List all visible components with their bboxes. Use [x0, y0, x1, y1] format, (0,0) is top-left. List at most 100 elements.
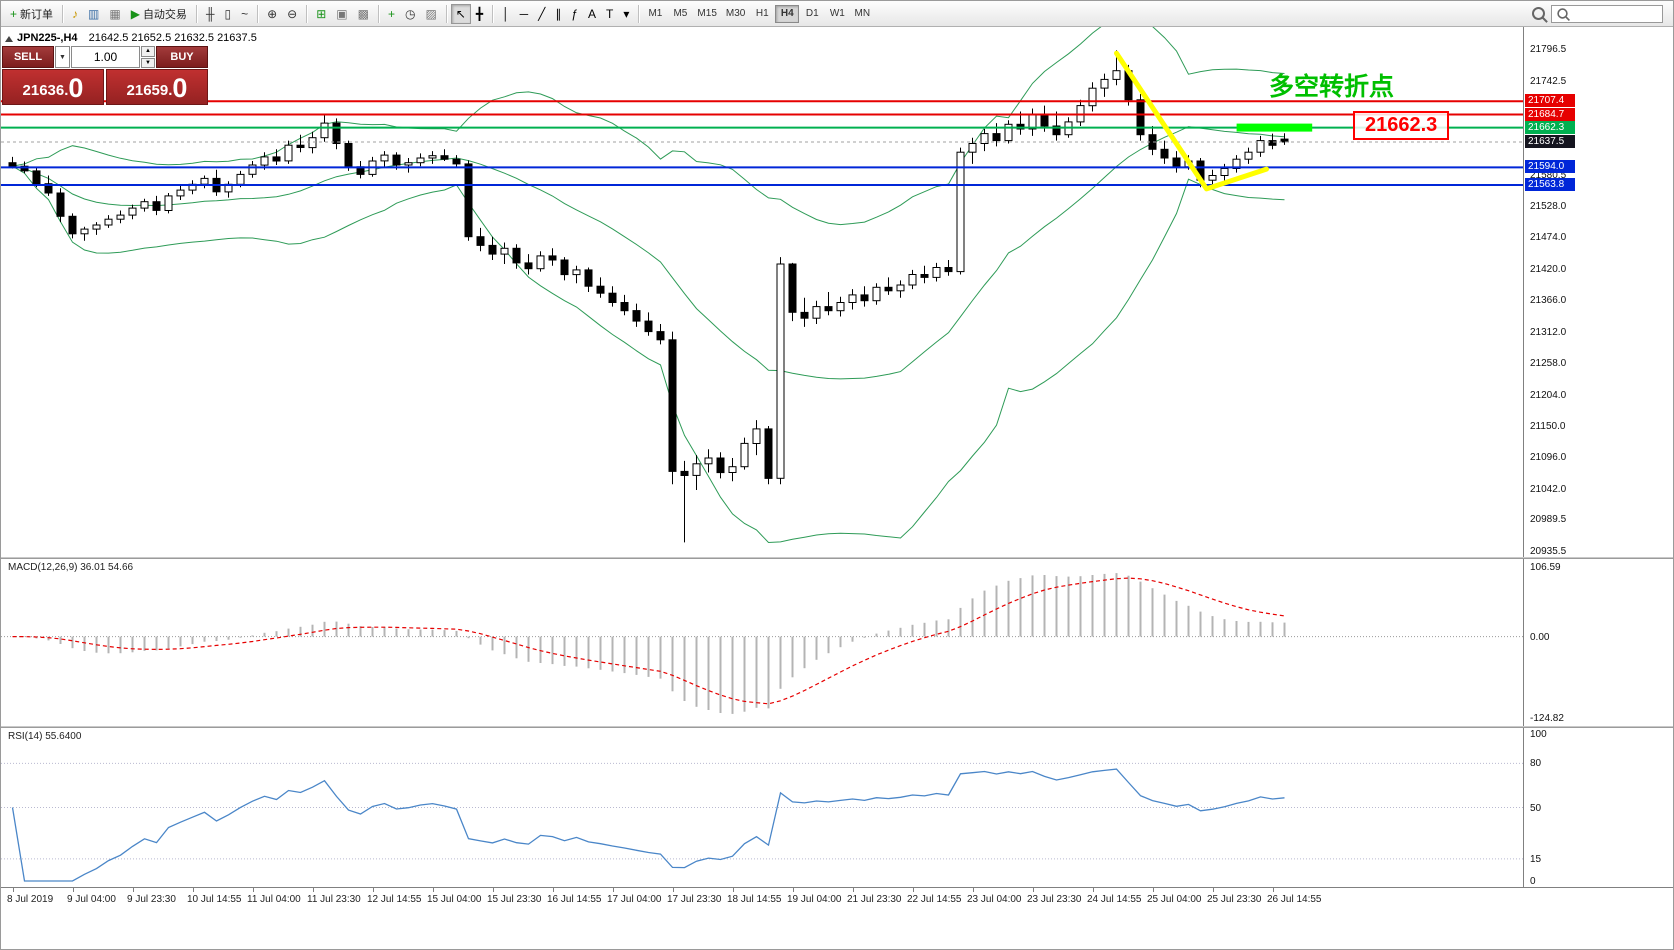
crosshair-button[interactable]: ╋ [471, 4, 488, 24]
timeframe-mn-button[interactable]: MN [850, 5, 874, 23]
main-chart-canvas[interactable] [1, 27, 1523, 557]
annotation-turning-point-text[interactable]: 多空转折点 [1269, 73, 1395, 101]
macd-histogram [23, 573, 1286, 714]
main-chart-svg[interactable] [1, 27, 1523, 557]
templates-button[interactable]: ▨ [420, 4, 441, 24]
volume-input[interactable] [71, 46, 140, 68]
rsi-label: RSI(14) 55.6400 [6, 731, 84, 742]
price-axis-label: 21258.0 [1530, 358, 1567, 370]
price-axis-label: 21366.0 [1530, 295, 1567, 307]
one-click-collapse-icon[interactable] [5, 36, 13, 42]
shapes-button[interactable]: ▾ [618, 4, 634, 24]
timeframe-d1-button[interactable]: D1 [800, 5, 824, 23]
toolbar-separator [306, 4, 308, 23]
macd-panel[interactable]: MACD(12,26,9) 36.01 54.66 106.59 0.00 -124… [1, 559, 1673, 726]
panel-splitter[interactable] [1, 557, 1673, 559]
macd-axis-label: 0.00 [1530, 631, 1550, 643]
price-axis-label: 21312.0 [1530, 326, 1567, 338]
trendline-button[interactable]: ╱ [533, 4, 550, 24]
new-order-button[interactable]: + 新订单 [5, 4, 58, 24]
navigator-button[interactable]: ▦ [104, 4, 125, 24]
zoom-out-icon: ⊖ [287, 6, 298, 21]
periods-button[interactable]: ◷ [400, 4, 420, 24]
macd-axis[interactable]: 106.59 0.00 -124.82 [1523, 559, 1673, 726]
channel-button[interactable]: ∥ [550, 4, 566, 24]
timeframe-h4-button[interactable]: H4 [775, 4, 800, 23]
macd-axis-label: -124.82 [1530, 713, 1564, 724]
data-window-button[interactable]: ▥ [83, 4, 104, 24]
buy-button[interactable]: BUY [156, 46, 208, 68]
time-axis[interactable]: 8 Jul 2019 9 Jul 04:00 9 Jul 23:30 10 Jul 1… [1, 887, 1673, 912]
price-tag-21707.4: 21707.4 [1525, 94, 1575, 108]
timeframe-w1-button[interactable]: W1 [825, 5, 849, 23]
autotrading-button-label: 自动交易 [142, 8, 187, 21]
annotation-price-box[interactable]: 21662.3 [1353, 111, 1450, 140]
candlestick-chart-button[interactable]: ▯ [219, 4, 236, 24]
rsi-axis[interactable]: 100 80 50 15 0 [1523, 728, 1673, 887]
vertical-line-icon: │ [502, 6, 510, 21]
timeframe-m15-button[interactable]: M15 [693, 5, 720, 23]
market-watch-button[interactable]: ♪ [67, 4, 83, 24]
sell-price-main: 21636. [22, 82, 69, 99]
time-axis-tick [492, 888, 494, 892]
price-tag-21684.7: 21684.7 [1525, 107, 1575, 121]
tile-windows-button[interactable]: ⊞ [311, 4, 331, 24]
price-axis-label: 21204.0 [1530, 389, 1567, 401]
rsi-canvas[interactable] [1, 728, 1523, 887]
cursor-button[interactable]: ↖ [450, 3, 471, 24]
indicators-icon: + [387, 6, 395, 21]
indicators-button[interactable]: + [383, 4, 400, 24]
timeframe-m1-button[interactable]: M1 [643, 5, 667, 23]
volume-up-button[interactable]: ▲ [141, 46, 155, 57]
price-axis-label: 21096.0 [1530, 452, 1567, 464]
vertical-line-button[interactable]: │ [497, 4, 515, 24]
arrange-windows-button[interactable]: ▣ [331, 4, 352, 24]
rsi-axis-label: 50 [1530, 802, 1542, 814]
highlight-rectangle[interactable] [1236, 123, 1313, 132]
sell-button[interactable]: SELL [2, 46, 54, 68]
line-chart-button[interactable]: ~ [236, 4, 253, 24]
text-icon: A [588, 6, 597, 21]
rsi-axis-label: 100 [1530, 729, 1547, 740]
label-button[interactable]: T [601, 4, 618, 24]
macd-canvas[interactable] [1, 559, 1523, 726]
macd-axis-label: 106.59 [1530, 562, 1561, 573]
time-axis-tick [612, 888, 614, 892]
macd-svg[interactable] [1, 559, 1523, 726]
buy-price-display[interactable]: 21659. 0 [106, 69, 208, 105]
timeframe-h1-button[interactable]: H1 [750, 5, 774, 23]
timeframe-m5-button[interactable]: M5 [668, 5, 692, 23]
toolbar-search-input[interactable] [1572, 6, 1658, 21]
time-axis-tick [12, 888, 14, 892]
market-watch-icon: ♪ [72, 6, 79, 21]
panel-splitter[interactable] [1, 726, 1673, 728]
price-tag-21594.0: 21594.0 [1525, 160, 1575, 174]
fibonacci-button[interactable]: ƒ [566, 4, 583, 24]
rsi-panel[interactable]: RSI(14) 55.6400 100 80 50 15 0 [1, 728, 1673, 887]
rsi-axis-label: 15 [1530, 853, 1542, 865]
zoom-out-button[interactable]: ⊖ [282, 4, 302, 24]
time-axis-label: 12 Jul 14:55 [367, 894, 422, 905]
horizontal-line-button[interactable]: ─ [515, 4, 534, 24]
timeframe-m30-button[interactable]: M30 [722, 5, 749, 23]
sell-price-display[interactable]: 21636. 0 [2, 69, 104, 105]
search-icon[interactable] [1532, 7, 1545, 20]
price-axis-label: 20935.5 [1530, 545, 1567, 557]
zoom-in-button[interactable]: ⊕ [262, 4, 282, 24]
trade-row-controls: SELL ▼ ▲ ▼ BUY [2, 46, 208, 68]
volume-down-button[interactable]: ▼ [141, 57, 155, 68]
time-axis-label: 15 Jul 04:00 [427, 894, 482, 905]
bar-chart-button[interactable]: ╫ [201, 4, 220, 24]
cascade-windows-button[interactable]: ▩ [353, 4, 374, 24]
search-box [1551, 4, 1663, 23]
rsi-svg[interactable] [1, 728, 1523, 887]
main-chart-panel[interactable]: JPN225-,H4 21642.5 21652.5 21632.5 21637… [1, 27, 1673, 557]
volume-dropdown-button[interactable]: ▼ [55, 46, 70, 68]
price-axis[interactable]: 21796.5 21742.5 21580.5 21528.0 21474.0 21420… [1523, 27, 1673, 557]
label-icon: T [606, 6, 614, 21]
zigzag-annotation[interactable] [1114, 50, 1269, 192]
rsi-axis-label: 0 [1530, 876, 1536, 887]
time-axis-label: 16 Jul 14:55 [547, 894, 602, 905]
autotrading-button[interactable]: ▶ 自动交易 [126, 4, 192, 24]
text-button[interactable]: A [583, 4, 601, 24]
